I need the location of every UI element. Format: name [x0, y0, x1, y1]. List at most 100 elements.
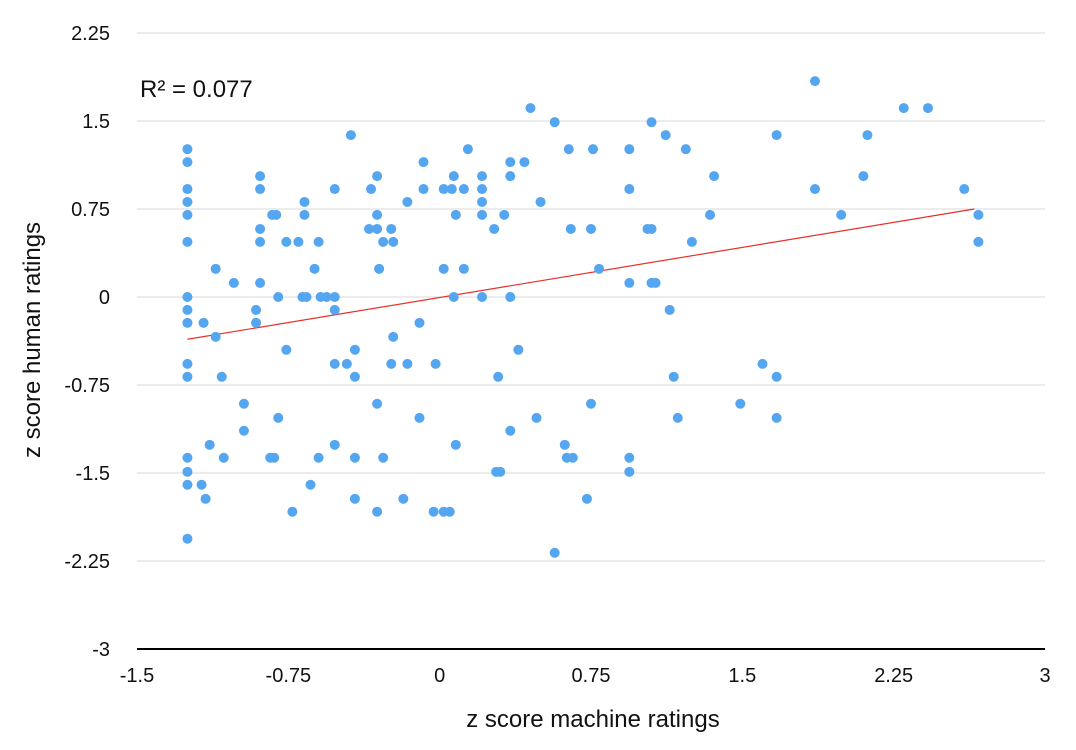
data-point — [446, 184, 457, 195]
data-point — [430, 358, 441, 369]
data-point — [349, 452, 360, 463]
data-point — [450, 209, 461, 220]
data-point — [182, 196, 193, 207]
data-point — [378, 452, 389, 463]
y-tick-label: 2.25 — [71, 23, 110, 45]
data-point — [428, 506, 439, 517]
data-point — [898, 103, 909, 114]
data-point — [210, 263, 221, 274]
data-point — [922, 103, 933, 114]
data-point — [525, 103, 536, 114]
data-point — [565, 223, 576, 234]
x-axis-title: z score machine ratings — [466, 706, 719, 733]
data-point — [313, 236, 324, 247]
y-tick-label: -2.25 — [64, 551, 110, 573]
data-point — [586, 398, 596, 409]
x-tick-label: 0.75 — [572, 665, 611, 687]
data-point — [372, 223, 383, 234]
data-point — [660, 130, 671, 141]
data-point — [535, 196, 546, 207]
data-point — [255, 236, 266, 247]
data-point — [349, 344, 360, 355]
data-point — [374, 263, 385, 274]
data-point — [462, 144, 473, 155]
data-point — [458, 184, 469, 195]
data-point — [418, 157, 429, 168]
data-point — [255, 277, 266, 288]
data-point — [477, 196, 488, 207]
data-point — [198, 317, 209, 328]
data-point — [269, 452, 280, 463]
data-point — [624, 144, 635, 155]
data-point — [386, 358, 397, 369]
x-tick-label: 2.25 — [874, 665, 913, 687]
data-point — [378, 236, 389, 247]
data-point — [255, 171, 266, 182]
data-point — [313, 452, 324, 463]
data-point — [624, 452, 635, 463]
data-point — [182, 304, 193, 315]
data-point — [372, 209, 383, 220]
data-point — [809, 184, 820, 195]
data-point — [182, 358, 193, 369]
data-point — [771, 130, 782, 141]
data-point — [281, 344, 292, 355]
data-point — [341, 358, 352, 369]
y-tick-label: 0 — [99, 287, 110, 309]
y-axis-title: z score human ratings — [19, 222, 46, 458]
data-point — [519, 157, 530, 168]
data-point — [273, 412, 284, 423]
data-point — [402, 196, 413, 207]
y-axis-tick-labels: 2.25 1.5 0.75 0 -0.75 -1.5 -2.25 -3 — [64, 23, 110, 661]
y-tick-label: -1.5 — [76, 463, 110, 485]
data-point — [372, 506, 383, 517]
data-point — [531, 412, 542, 423]
data-point — [809, 76, 820, 87]
data-point — [973, 236, 984, 247]
data-point — [238, 425, 249, 436]
data-point — [646, 223, 657, 234]
y-tick-label: 1.5 — [82, 111, 110, 133]
data-point — [238, 398, 249, 409]
data-point — [273, 292, 284, 302]
data-point — [255, 223, 266, 234]
data-point — [836, 209, 847, 220]
data-point — [448, 171, 459, 182]
data-point — [345, 130, 356, 141]
data-point — [329, 358, 340, 369]
data-point — [489, 223, 500, 234]
data-point — [299, 196, 310, 207]
data-point — [329, 184, 340, 195]
data-point — [182, 292, 193, 302]
data-point — [182, 452, 193, 463]
data-point — [959, 184, 970, 195]
data-point — [204, 439, 215, 450]
data-point — [182, 533, 193, 544]
data-point — [349, 371, 360, 382]
x-tick-label: 3 — [1039, 665, 1050, 687]
data-point — [450, 439, 461, 450]
data-point — [505, 157, 516, 168]
data-point — [293, 236, 304, 247]
data-point — [448, 292, 459, 302]
data-point — [182, 479, 193, 490]
data-point — [329, 304, 340, 315]
data-point — [402, 358, 413, 369]
x-tick-label: 0 — [434, 665, 445, 687]
data-point — [586, 223, 596, 234]
data-point — [505, 171, 516, 182]
data-point — [594, 263, 605, 274]
data-point — [495, 466, 506, 477]
data-point — [329, 439, 340, 450]
data-point — [672, 412, 683, 423]
data-point — [200, 493, 211, 504]
data-point — [771, 412, 782, 423]
data-point — [493, 371, 504, 382]
data-point — [182, 371, 193, 382]
data-point — [372, 171, 383, 182]
data-point — [624, 277, 635, 288]
data-point — [349, 493, 360, 504]
data-point — [444, 506, 455, 517]
data-point — [757, 358, 768, 369]
horizontal-gridlines — [137, 32, 1045, 562]
